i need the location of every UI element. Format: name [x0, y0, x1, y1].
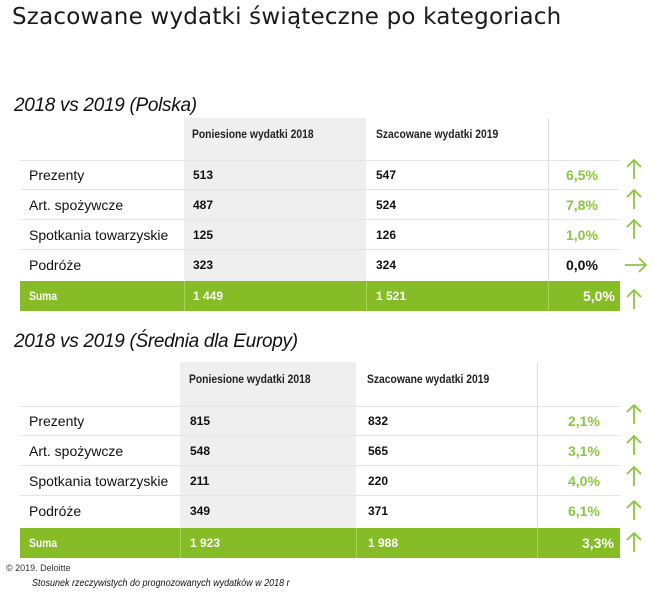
column-header-2019: Szacowane wydatki 2019 [367, 372, 490, 386]
page-title: Szacowane wydatki świąteczne po kategori… [12, 4, 562, 30]
value-2018: 548 [190, 444, 211, 458]
category-label: Prezenty [29, 413, 85, 429]
total-label: Suma [29, 289, 58, 303]
change-percent: 7,8% [566, 197, 598, 213]
table-row: Podróże 323 324 0,0% [20, 250, 620, 280]
table-row: Prezenty 815 832 2,1% [20, 406, 620, 436]
category-label: Spotkania towarzyskie [29, 473, 169, 489]
value-2018: 125 [193, 228, 214, 242]
total-row: Suma 1 449 1 521 5,0% [20, 281, 620, 311]
change-percent: 2,1% [568, 413, 600, 429]
value-2019: 324 [376, 258, 397, 272]
column-header-2018: Poniesione wydatki 2018 [192, 127, 314, 141]
total-row: Suma 1 923 1 988 3,3% [20, 528, 620, 558]
table-poland: Poniesione wydatki 2018 Szacowane wydatk… [20, 118, 655, 311]
value-2019: 547 [376, 168, 397, 182]
value-2018: 815 [190, 414, 211, 428]
section-title-poland: 2018 vs 2019 (Polska) [14, 95, 197, 116]
up-arrow-icon [626, 218, 642, 239]
column-2018-background [180, 362, 356, 528]
up-arrow-icon [626, 434, 642, 455]
total-change-percent: 5,0% [583, 288, 615, 304]
up-arrow-icon [626, 288, 642, 309]
up-arrow-icon [626, 499, 642, 520]
up-arrow-icon [626, 188, 642, 209]
change-percent: 1,0% [566, 227, 598, 243]
table-row: Art. spożywcze 548 565 3,1% [20, 436, 620, 466]
table-row: Art. spożywcze 487 524 7,8% [20, 190, 620, 220]
up-arrow-icon [626, 465, 642, 486]
total-change-percent: 3,3% [582, 535, 614, 551]
total-2018: 1 923 [190, 536, 221, 550]
change-percent: 3,1% [568, 443, 600, 459]
up-arrow-icon [626, 531, 642, 552]
column-divider [537, 362, 538, 528]
table-row: Prezenty 513 547 6,5% [20, 160, 620, 190]
table-europe: Poniesione wydatki 2018 Szacowane wydatk… [20, 362, 655, 558]
value-2019: 371 [368, 504, 389, 518]
up-arrow-icon [626, 403, 642, 424]
value-2019: 832 [368, 414, 389, 428]
footnote: Stosunek rzeczywistych do prognozowanych… [32, 578, 290, 589]
table-row: Spotkania towarzyskie 125 126 1,0% [20, 220, 620, 250]
total-2019: 1 521 [376, 289, 407, 303]
category-label: Art. spożywcze [29, 197, 124, 213]
total-label: Suma [29, 536, 58, 550]
change-percent: 4,0% [568, 473, 600, 489]
category-label: Podróże [29, 257, 82, 273]
value-2018: 323 [193, 258, 214, 272]
column-divider [548, 118, 549, 281]
category-label: Art. spożywcze [29, 443, 124, 459]
change-percent: 0,0% [566, 257, 598, 273]
up-arrow-icon [626, 158, 642, 179]
copyright: © 2019. Deloitte [6, 563, 71, 573]
value-2019: 565 [368, 444, 389, 458]
right-arrow-icon [625, 257, 648, 273]
change-percent: 6,1% [568, 503, 600, 519]
table-row: Podróże 349 371 6,1% [20, 496, 620, 526]
change-percent: 6,5% [566, 167, 598, 183]
section-title-europe: 2018 vs 2019 (Średnia dla Europy) [14, 331, 298, 352]
column-header-2018: Poniesione wydatki 2018 [189, 372, 311, 386]
category-label: Prezenty [29, 167, 85, 183]
category-label: Spotkania towarzyskie [29, 227, 169, 243]
total-2019: 1 988 [368, 536, 399, 550]
value-2018: 487 [193, 198, 214, 212]
table-row: Spotkania towarzyskie 211 220 4,0% [20, 466, 620, 496]
value-2018: 513 [193, 168, 214, 182]
value-2019: 126 [376, 228, 397, 242]
value-2018: 211 [190, 474, 210, 488]
value-2019: 524 [376, 198, 397, 212]
value-2019: 220 [368, 474, 389, 488]
column-header-2019: Szacowane wydatki 2019 [376, 127, 499, 141]
total-2018: 1 449 [193, 289, 224, 303]
column-2018-background [184, 118, 366, 281]
value-2018: 349 [190, 504, 211, 518]
category-label: Podróże [29, 503, 82, 519]
